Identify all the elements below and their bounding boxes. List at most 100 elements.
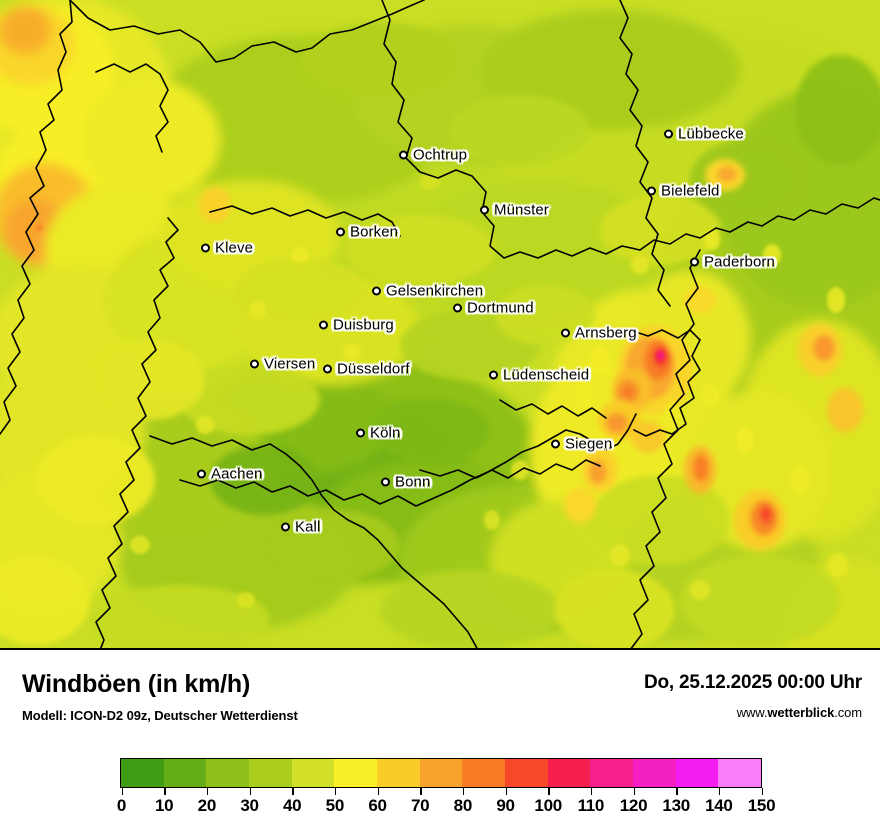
colorbar-tick-label: 80 [453, 796, 473, 815]
city-marker-paderborn[interactable]: Paderborn [690, 254, 775, 271]
colorbar-tick [121, 788, 123, 795]
city-marker-gelsenkirchen[interactable]: Gelsenkirchen [372, 283, 483, 300]
site-url-suffix: .com [834, 705, 862, 720]
city-dot-icon [381, 477, 390, 487]
page-title: Windböen (in km/h) [22, 670, 251, 698]
city-dot-icon [197, 469, 206, 479]
city-label: Borken [350, 223, 399, 241]
city-dot-icon [453, 303, 462, 313]
colorbar-tick-label: 150 [747, 796, 776, 815]
city-dot-icon [489, 370, 498, 380]
city-label: Köln [370, 424, 401, 442]
city-marker-dortmund[interactable]: Dortmund [453, 300, 534, 317]
city-marker-ochtrup[interactable]: Ochtrup [399, 147, 467, 164]
colorbar-segment [163, 759, 207, 787]
site-url-brand: wetterblick [767, 705, 835, 720]
city-dot-icon [647, 186, 656, 196]
colorbar-tick [292, 788, 294, 795]
colorbar-tick [164, 788, 166, 795]
colorbar-labels: 0 10 20 30 40 50 60 70 80 90 100 110 120 130 140 150 [116, 795, 776, 817]
title-block: Windböen (in km/h) Modell: ICON-D2 09z, … [22, 670, 298, 723]
city-marker-borken[interactable]: Borken [336, 224, 398, 241]
city-label: Dortmund [467, 299, 534, 317]
city-label: Kall [295, 518, 321, 536]
city-marker-viersen[interactable]: Viersen [250, 356, 315, 373]
city-dot-icon [551, 439, 560, 449]
city-marker-lubbecke[interactable]: Lübbecke [664, 126, 744, 143]
city-dot-icon [372, 286, 381, 296]
city-label: Ochtrup [413, 146, 468, 164]
colorbar [120, 758, 762, 788]
colorbar-tick-label: 40 [283, 796, 302, 815]
city-dot-icon [690, 257, 699, 267]
city-marker-aachen[interactable]: Aachen [197, 466, 262, 483]
colorbar-segment [462, 759, 506, 787]
city-dot-icon [336, 227, 345, 237]
city-marker-koln[interactable]: Köln [356, 425, 400, 442]
colorbar-tick [377, 788, 379, 795]
city-label: Kleve [215, 239, 254, 257]
city-dot-icon [664, 129, 673, 139]
valid-time-label: Do, 25.12.2025 00:00 Uhr [643, 672, 862, 693]
colorbar-tick [548, 788, 550, 795]
city-label: Viersen [264, 355, 316, 373]
colorbar-tick [206, 788, 209, 795]
city-marker-siegen[interactable]: Siegen [551, 436, 612, 453]
city-dot-icon [561, 328, 570, 338]
footer-panel: Windböen (in km/h) Modell: ICON-D2 09z, … [0, 650, 880, 830]
colorbar-tick [633, 788, 635, 795]
colorbar-segment [206, 759, 250, 787]
colorbar-segment [718, 759, 762, 787]
model-subtitle: Modell: ICON-D2 09z, Deutscher Wetterdie… [22, 708, 298, 723]
city-label: Bielefeld [661, 182, 720, 200]
city-marker-ludenscheid[interactable]: Lüdenscheid [489, 367, 589, 384]
colorbar-tick [761, 788, 763, 795]
colorbar-segment [505, 759, 548, 787]
city-dot-icon [201, 243, 210, 253]
city-label: Paderborn [704, 253, 775, 271]
colorbar-segment [419, 759, 463, 787]
colorbar-tick [505, 788, 507, 795]
colorbar-tick-label: 10 [155, 796, 174, 815]
city-label: Gelsenkirchen [386, 282, 484, 300]
city-marker-bonn[interactable]: Bonn [381, 474, 430, 491]
colorbar-segment [377, 759, 420, 787]
city-marker-duisburg[interactable]: Duisburg [319, 317, 394, 334]
city-label: Aachen [211, 465, 263, 483]
colorbar-ticks [120, 788, 763, 795]
colorbar-tick [590, 788, 593, 795]
city-dot-icon [281, 522, 290, 532]
site-url: www.wetterblick.com [644, 705, 862, 720]
colorbar-tick [676, 788, 678, 795]
city-marker-dusseldorf[interactable]: Düsseldorf [323, 361, 410, 378]
city-marker-arnsberg[interactable]: Arnsberg [561, 325, 637, 342]
city-label: Lübbecke [678, 125, 744, 143]
colorbar-tick-label: 90 [496, 796, 515, 815]
colorbar-segment [547, 759, 591, 787]
colorbar-tick-label: 0 [116, 796, 127, 815]
colorbar-tick-label: 110 [577, 796, 605, 815]
city-label: Siegen [565, 435, 613, 453]
site-url-prefix: www. [736, 705, 768, 720]
city-label: Duisburg [333, 316, 394, 334]
city-marker-kall[interactable]: Kall [281, 519, 320, 536]
city-dot-icon [356, 428, 365, 438]
city-label: Münster [494, 201, 549, 219]
city-label: Bonn [395, 473, 431, 491]
colorbar-tick-label: 30 [240, 796, 259, 815]
colorbar-tick-label: 50 [325, 796, 345, 815]
colorbar-tick-label: 70 [411, 796, 430, 815]
colorbar-tick [718, 788, 721, 795]
colorbar-segment [633, 759, 676, 787]
colorbar-tick-label: 120 [619, 796, 648, 815]
city-dot-icon [480, 205, 489, 215]
weather-map[interactable]: Lübbecke Bielefeld Ochtrup Münster Borke… [0, 0, 880, 650]
city-label: Arnsberg [575, 324, 637, 342]
colorbar-tick [462, 788, 465, 795]
city-marker-kleve[interactable]: Kleve [201, 240, 253, 257]
city-marker-bielefeld[interactable]: Bielefeld [647, 183, 719, 200]
city-marker-munster[interactable]: Münster [480, 202, 549, 219]
city-label: Düsseldorf [337, 360, 410, 378]
meta-block: Do, 25.12.2025 00:00 Uhr www.wetterblick… [644, 672, 862, 720]
color-legend: 0 10 20 30 40 50 60 70 80 90 100 110 120 130 140 150 [116, 758, 776, 817]
